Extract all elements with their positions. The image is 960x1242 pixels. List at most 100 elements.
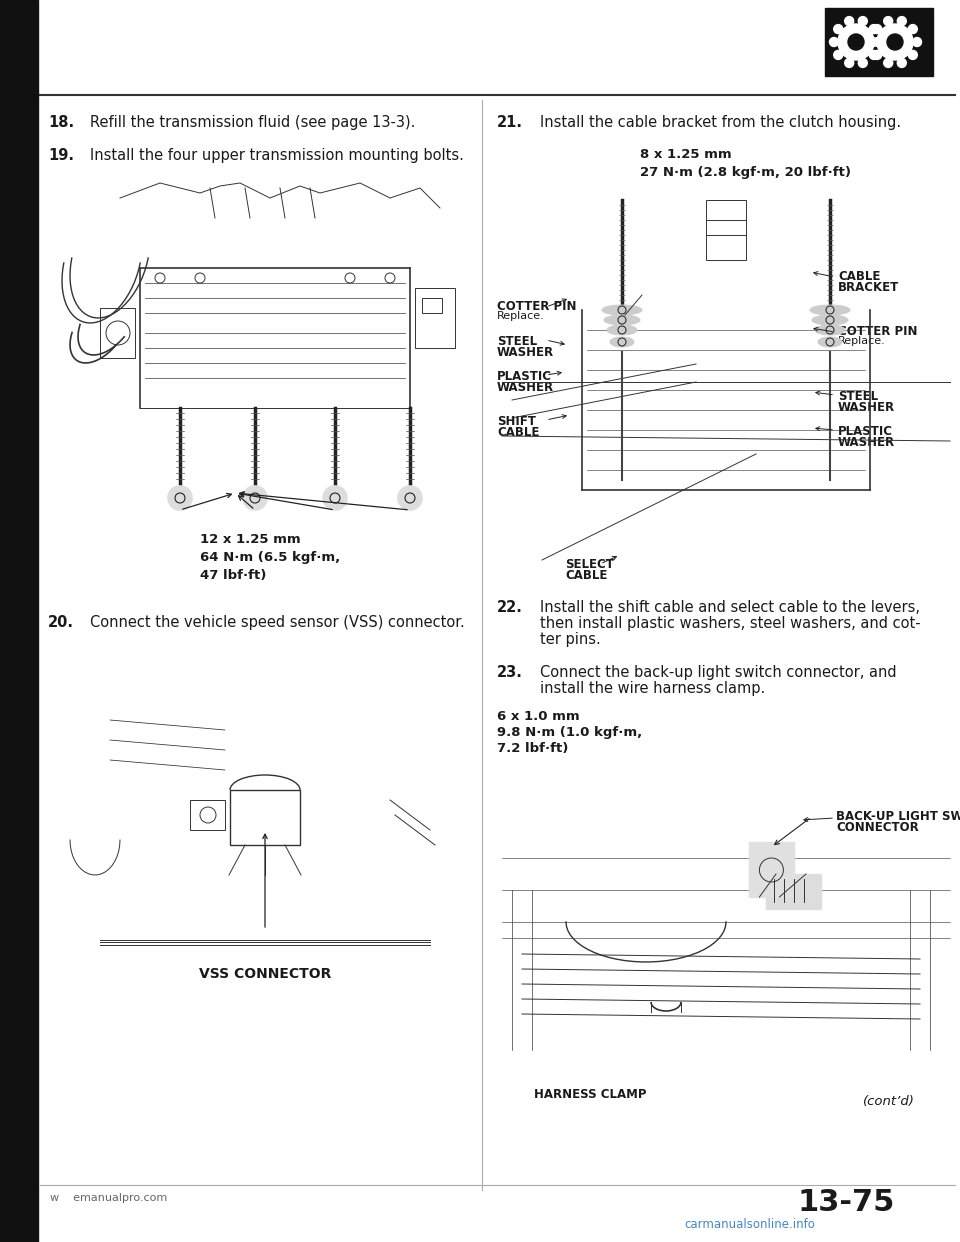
Ellipse shape bbox=[812, 315, 848, 325]
Text: STEEL: STEEL bbox=[838, 390, 878, 402]
Text: 9.8 N·m (1.0 kgf·m,: 9.8 N·m (1.0 kgf·m, bbox=[497, 727, 642, 739]
Text: COTTER PIN: COTTER PIN bbox=[497, 301, 577, 313]
Ellipse shape bbox=[810, 306, 850, 315]
Ellipse shape bbox=[0, 982, 26, 1037]
Text: 8 x 1.25 mm: 8 x 1.25 mm bbox=[640, 148, 732, 161]
Text: PLASTIC: PLASTIC bbox=[838, 425, 893, 438]
Bar bbox=[422, 298, 442, 313]
Ellipse shape bbox=[607, 325, 637, 335]
Text: Install the shift cable and select cable to the levers,: Install the shift cable and select cable… bbox=[540, 600, 920, 615]
Ellipse shape bbox=[884, 16, 893, 26]
Ellipse shape bbox=[870, 51, 878, 60]
Text: 23.: 23. bbox=[497, 664, 523, 681]
Ellipse shape bbox=[818, 337, 842, 347]
Ellipse shape bbox=[884, 58, 893, 67]
Bar bbox=[190, 800, 225, 830]
Text: BRACKET: BRACKET bbox=[838, 281, 900, 294]
Ellipse shape bbox=[815, 325, 845, 335]
Circle shape bbox=[887, 34, 903, 50]
Text: WASHER: WASHER bbox=[838, 401, 895, 414]
Text: HARNESS CLAMP: HARNESS CLAMP bbox=[534, 1088, 646, 1100]
Text: then install plastic washers, steel washers, and cot-: then install plastic washers, steel wash… bbox=[540, 616, 921, 631]
Text: carmanualsonline.info: carmanualsonline.info bbox=[684, 1218, 815, 1231]
Text: 7.2 lbf·ft): 7.2 lbf·ft) bbox=[497, 741, 568, 755]
Ellipse shape bbox=[873, 51, 881, 60]
Text: 13-75: 13-75 bbox=[798, 1189, 895, 1217]
Text: 20.: 20. bbox=[48, 615, 74, 630]
Bar bbox=[492, 190, 960, 580]
Text: COTTER PIN: COTTER PIN bbox=[838, 325, 918, 338]
Text: 18.: 18. bbox=[48, 116, 74, 130]
Text: BACK-UP LIGHT SWITCH: BACK-UP LIGHT SWITCH bbox=[836, 810, 960, 823]
Bar bbox=[415, 288, 455, 348]
Text: SHIFT: SHIFT bbox=[497, 415, 536, 428]
Text: STEEL: STEEL bbox=[497, 335, 538, 348]
Text: 22.: 22. bbox=[497, 600, 523, 615]
Bar bbox=[766, 874, 821, 909]
Ellipse shape bbox=[829, 37, 838, 46]
Ellipse shape bbox=[869, 37, 877, 46]
Ellipse shape bbox=[833, 51, 843, 60]
Bar bbox=[706, 200, 746, 260]
Circle shape bbox=[323, 486, 347, 510]
Circle shape bbox=[848, 34, 864, 50]
Text: Replace.: Replace. bbox=[497, 310, 544, 320]
Text: Install the four upper transmission mounting bolts.: Install the four upper transmission moun… bbox=[90, 148, 464, 163]
Text: 12 x 1.25 mm: 12 x 1.25 mm bbox=[200, 533, 300, 546]
Ellipse shape bbox=[898, 16, 906, 26]
Text: SELECT: SELECT bbox=[565, 558, 613, 571]
Circle shape bbox=[877, 24, 913, 60]
Circle shape bbox=[243, 486, 267, 510]
Text: PLASTIC: PLASTIC bbox=[497, 370, 552, 383]
Text: Connect the back-up light switch connector, and: Connect the back-up light switch connect… bbox=[540, 664, 897, 681]
Ellipse shape bbox=[870, 25, 878, 34]
Text: WASHER: WASHER bbox=[497, 381, 554, 394]
Text: WASHER: WASHER bbox=[497, 347, 554, 359]
Text: Connect the vehicle speed sensor (VSS) connector.: Connect the vehicle speed sensor (VSS) c… bbox=[90, 615, 465, 630]
Text: 47 lbf·ft): 47 lbf·ft) bbox=[200, 569, 266, 582]
Bar bbox=[492, 763, 960, 1082]
Ellipse shape bbox=[858, 58, 867, 67]
Text: VSS CONNECTOR: VSS CONNECTOR bbox=[199, 968, 331, 981]
Ellipse shape bbox=[833, 25, 843, 34]
Text: CABLE: CABLE bbox=[497, 426, 540, 438]
Text: CONNECTOR: CONNECTOR bbox=[836, 821, 919, 833]
Ellipse shape bbox=[898, 58, 906, 67]
Ellipse shape bbox=[858, 16, 867, 26]
Ellipse shape bbox=[604, 315, 640, 325]
Bar bbox=[750, 842, 795, 897]
Text: ter pins.: ter pins. bbox=[540, 632, 601, 647]
Text: WASHER: WASHER bbox=[838, 436, 895, 450]
Bar bbox=[80, 178, 450, 523]
Text: 6 x 1.0 mm: 6 x 1.0 mm bbox=[497, 710, 580, 723]
Bar bbox=[825, 7, 933, 76]
Bar bbox=[80, 660, 450, 960]
Circle shape bbox=[838, 24, 874, 60]
Ellipse shape bbox=[908, 25, 918, 34]
Text: w    emanualpro.com: w emanualpro.com bbox=[50, 1194, 167, 1203]
Ellipse shape bbox=[602, 306, 642, 315]
Ellipse shape bbox=[610, 337, 634, 347]
Ellipse shape bbox=[913, 37, 922, 46]
Bar bbox=[100, 308, 135, 358]
Text: 19.: 19. bbox=[48, 148, 74, 163]
Circle shape bbox=[398, 486, 422, 510]
Ellipse shape bbox=[845, 58, 853, 67]
Circle shape bbox=[168, 486, 192, 510]
Text: 27 N·m (2.8 kgf·m, 20 lbf·ft): 27 N·m (2.8 kgf·m, 20 lbf·ft) bbox=[640, 166, 851, 179]
Text: (cont’d): (cont’d) bbox=[863, 1095, 915, 1108]
Text: Refill the transmission fluid (see page 13-3).: Refill the transmission fluid (see page … bbox=[90, 116, 416, 130]
Text: Replace.: Replace. bbox=[838, 337, 886, 347]
Text: Install the cable bracket from the clutch housing.: Install the cable bracket from the clutc… bbox=[540, 116, 901, 130]
Text: 64 N·m (6.5 kgf·m,: 64 N·m (6.5 kgf·m, bbox=[200, 551, 340, 564]
Ellipse shape bbox=[873, 25, 881, 34]
Text: CABLE: CABLE bbox=[565, 569, 608, 582]
Text: CABLE: CABLE bbox=[838, 270, 880, 283]
Ellipse shape bbox=[908, 51, 918, 60]
Ellipse shape bbox=[874, 37, 882, 46]
Bar bbox=[230, 790, 300, 845]
Ellipse shape bbox=[0, 592, 26, 647]
Ellipse shape bbox=[0, 202, 26, 257]
Ellipse shape bbox=[845, 16, 853, 26]
Bar bbox=[0, 0, 38, 1242]
